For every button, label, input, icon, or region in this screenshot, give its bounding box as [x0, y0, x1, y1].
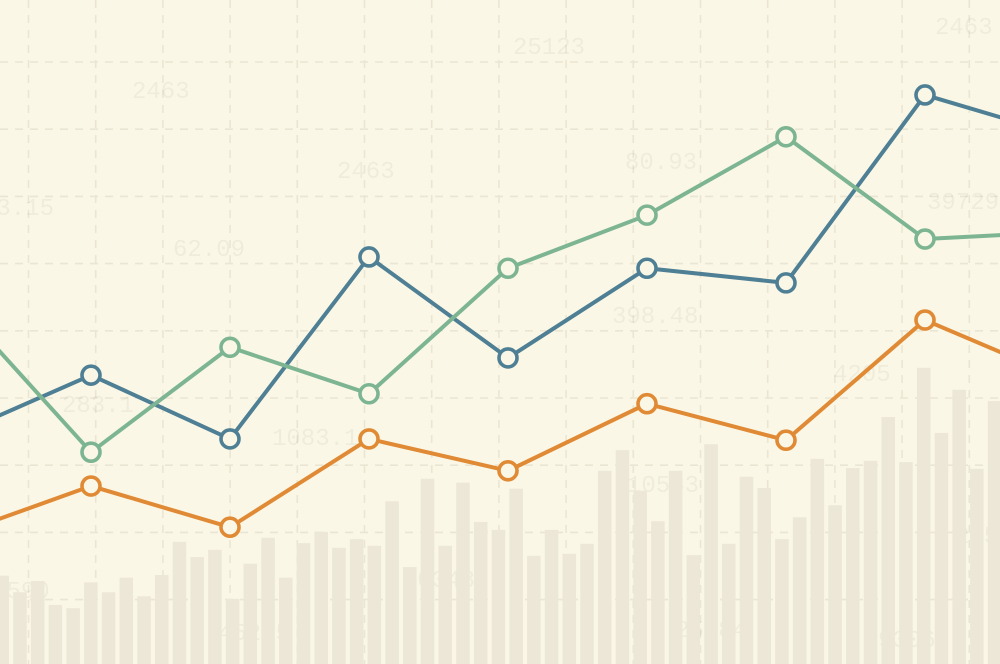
- background-bar: [349, 539, 364, 664]
- background-bar: [580, 543, 594, 664]
- background-bar: [704, 444, 718, 664]
- background-bar: [544, 529, 559, 664]
- data-point: [636, 257, 658, 280]
- background-bar: [668, 470, 683, 664]
- background-bar: [225, 598, 240, 664]
- background-bar: [792, 517, 807, 664]
- background-bar: [970, 468, 984, 664]
- data-point: [775, 429, 797, 452]
- background-bar: [899, 462, 913, 664]
- background-bar: [562, 553, 577, 664]
- watermark-number: 2463: [337, 159, 395, 186]
- background-bar: [916, 367, 931, 664]
- background-bar: [987, 401, 1000, 664]
- background-bars: [0, 367, 1000, 664]
- background-bar: [722, 543, 736, 664]
- watermark-number: 1083.1: [272, 426, 358, 453]
- data-point: [358, 382, 380, 405]
- background-bar: [757, 488, 771, 664]
- data-point: [775, 125, 797, 148]
- line-series: [0, 84, 1000, 539]
- background-bar: [527, 555, 541, 664]
- data-point: [914, 309, 936, 331]
- data-point: [219, 336, 241, 359]
- data-point: [80, 364, 102, 386]
- background-bar: [828, 505, 842, 664]
- background-bar: [438, 545, 452, 664]
- data-point: [219, 428, 241, 450]
- watermark-number: 283.1: [62, 393, 134, 420]
- background-bar: [846, 468, 860, 664]
- data-point: [636, 204, 658, 226]
- series-line: [0, 134, 1000, 455]
- data-point: [497, 347, 519, 369]
- background-bar: [491, 529, 506, 664]
- background-bar: [473, 521, 488, 664]
- watermark-number: 2463: [935, 15, 993, 42]
- data-point: [358, 428, 380, 450]
- background-bar: [296, 543, 311, 664]
- background-bar: [633, 490, 647, 664]
- background-bar: [952, 389, 966, 664]
- background-bar: [332, 547, 346, 664]
- watermark-number: 83.15: [0, 196, 54, 223]
- background-bar: [509, 488, 523, 664]
- background-bar: [775, 539, 789, 664]
- background-bar: [367, 545, 382, 664]
- background-bar: [686, 555, 701, 664]
- background-bar: [456, 482, 470, 664]
- background-bar: [863, 460, 878, 664]
- data-point: [497, 459, 519, 482]
- watermark-number: 398.48: [612, 304, 698, 331]
- background-bar: [101, 592, 116, 664]
- data-point: [80, 441, 102, 463]
- data-point: [914, 84, 936, 106]
- watermark-number: 39729: [927, 190, 999, 217]
- background-bar: [314, 531, 328, 664]
- background-bar: [403, 567, 417, 664]
- background-bar: [172, 541, 187, 664]
- background-bar: [615, 450, 630, 664]
- background-bar: [243, 563, 258, 664]
- series-2: [0, 309, 1000, 539]
- data-point: [219, 516, 241, 539]
- background-bar: [48, 604, 63, 664]
- background-bar: [13, 592, 27, 664]
- series-1: [0, 125, 1000, 463]
- background-bar: [261, 537, 275, 664]
- background-bar: [597, 470, 612, 664]
- background-bar: [84, 582, 98, 664]
- background-bar: [810, 458, 825, 664]
- background-bar: [190, 557, 204, 664]
- data-point: [636, 392, 658, 415]
- data-point: [358, 246, 380, 268]
- background-bar: [154, 575, 169, 664]
- background-bar: [651, 521, 665, 664]
- data-point: [80, 475, 102, 497]
- background-bar: [30, 581, 45, 664]
- watermark-number: 25123: [513, 35, 585, 62]
- background-bar: [385, 501, 399, 664]
- background-bar: [279, 577, 293, 664]
- series-0: [0, 84, 1000, 450]
- background-bar: [934, 432, 949, 664]
- watermark-number: 62.09: [173, 237, 245, 264]
- background-bar: [66, 608, 80, 664]
- background-bar: [137, 596, 151, 664]
- background-bar: [208, 549, 222, 664]
- background-bar: [119, 577, 134, 664]
- background-bar: [739, 476, 754, 664]
- data-point: [497, 257, 519, 280]
- background-bar: [881, 416, 895, 664]
- watermark-number: 2463: [132, 79, 190, 106]
- background-bar: [0, 575, 9, 664]
- background-bar: [420, 478, 435, 664]
- watermark-number: 80.93: [625, 150, 697, 177]
- data-point: [775, 272, 797, 294]
- data-point: [914, 228, 936, 250]
